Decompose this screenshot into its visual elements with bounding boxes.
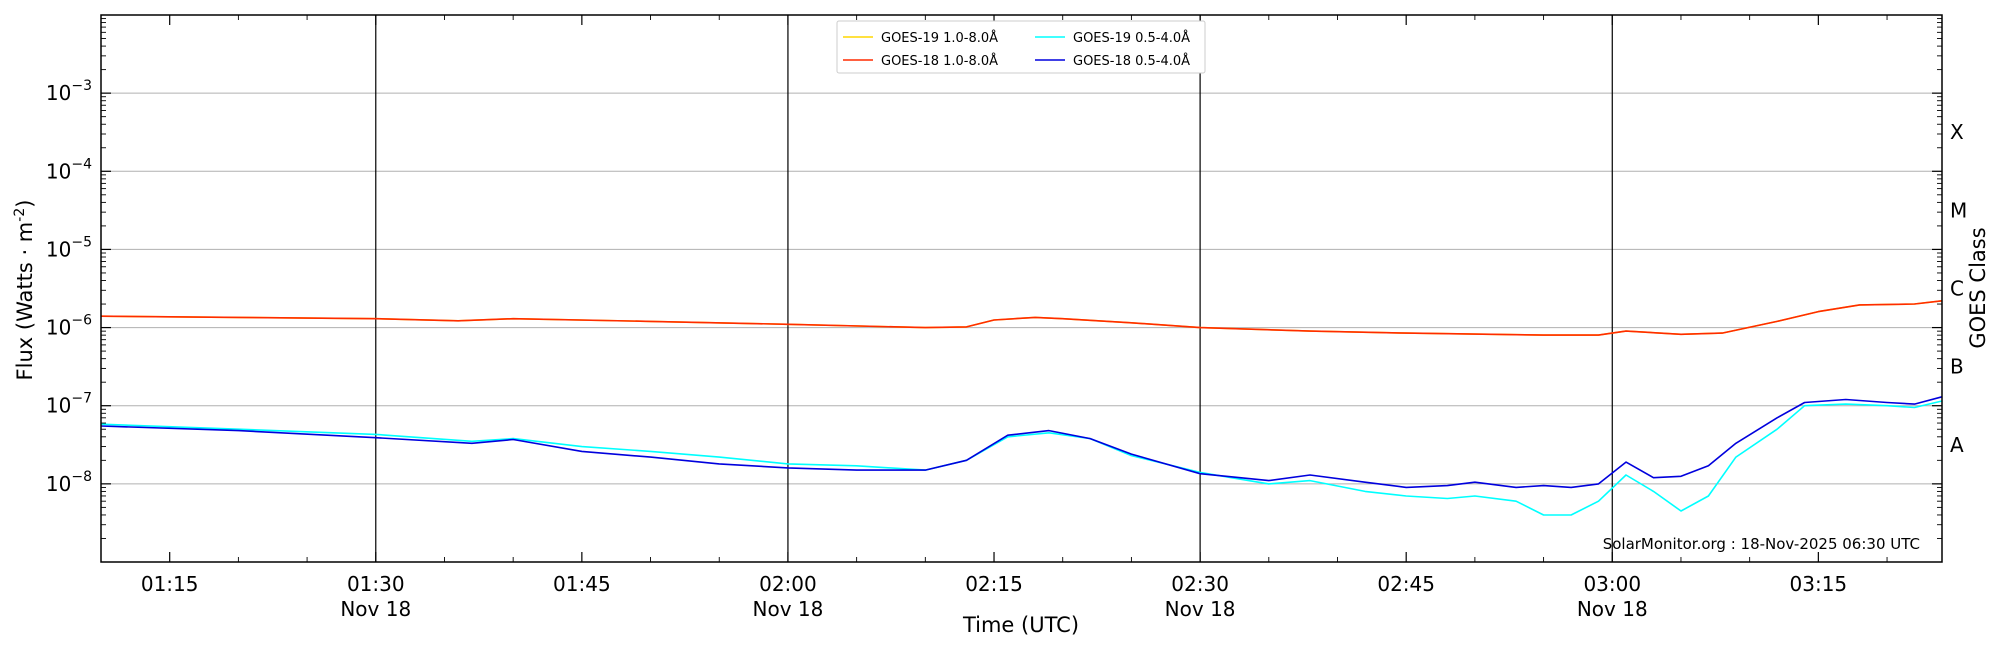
goes-class-A: A [1950,433,1964,457]
y-tick-label: 10−5 [46,234,92,261]
y-tick-exponent: −7 [71,391,92,407]
y-tick-exponent: −3 [71,78,92,94]
goes-class-M: M [1950,198,1967,222]
series-layer [100,300,1943,516]
legend-label-goes19-short: GOES-19 0.5-4.0Å [1073,30,1190,46]
x-tick-label: 03:15 [1790,572,1848,596]
y-tick-base: 10 [46,394,71,418]
x-tick-label: 03:00 [1583,572,1641,596]
y-tick-label: 10−3 [46,78,92,105]
y-tick-label: 10−4 [46,156,92,183]
y-tick-label: 10−6 [46,313,92,340]
legend-label-goes19-long: GOES-19 1.0-8.0Å [881,30,998,46]
y-tick-base: 10 [46,237,71,261]
y-axis-title-main: Flux (Watts · m [13,222,37,381]
x-tick-label: 01:30 [347,572,405,596]
y-tick-exponent: −8 [71,469,92,485]
vertical-gridlines [375,15,1613,562]
horizontal-gridlines [101,92,1942,485]
y-tick-exponent: −6 [71,313,92,329]
x-tick-label: 02:30 [1171,572,1229,596]
goes-class-title: GOES Class [1966,227,1990,348]
legend: GOES-19 1.0-8.0Å GOES-18 1.0-8.0Å GOES-1… [836,20,1206,74]
goes-class-C: C [1950,277,1964,301]
x-tick-label: 02:15 [965,572,1023,596]
y-tick-base: 10 [46,81,71,105]
x-tick-date-label: Nov 18 [1165,597,1236,621]
x-tick-date-label: Nov 18 [753,597,824,621]
watermark: SolarMonitor.org : 18-Nov-2025 06:30 UTC [1603,535,1920,553]
goes-class-labels: A B C M X [1950,120,1967,457]
goes-class-X: X [1950,120,1964,144]
y-tick-base: 10 [46,472,71,496]
goes-class-B: B [1950,355,1964,379]
x-tick-date-label: Nov 18 [340,597,411,621]
y-axis-title: Flux (Watts · m-2) [12,200,37,381]
y-tick-label: 10−8 [46,469,92,496]
x-tick-label: 02:45 [1377,572,1435,596]
legend-box [836,20,1206,74]
series-goes18-long [100,300,1943,336]
y-tick-base: 10 [46,159,71,183]
x-axis-title: Time (UTC) [962,613,1079,637]
x-tick-label: 01:15 [141,572,199,596]
plot-frame [100,14,1943,563]
legend-label-goes18-short: GOES-18 0.5-4.0Å [1073,53,1190,69]
series-goes19-short [100,400,1943,516]
x-tick-label: 01:45 [553,572,611,596]
x-tick-label: 02:00 [759,572,817,596]
y-tick-label: 10−7 [46,391,92,418]
y-axis-ticks: 10−810−710−610−510−410−3 [46,18,1942,539]
x-tick-date-label: Nov 18 [1577,597,1648,621]
legend-label-goes18-long: GOES-18 1.0-8.0Å [881,53,998,69]
y-axis-title-exponent: -2 [12,208,28,222]
y-tick-base: 10 [46,316,71,340]
y-tick-exponent: −5 [71,234,92,250]
y-tick-exponent: −4 [71,156,92,172]
series-goes18-short [100,396,1943,489]
y-axis-title-close: ) [13,200,37,208]
